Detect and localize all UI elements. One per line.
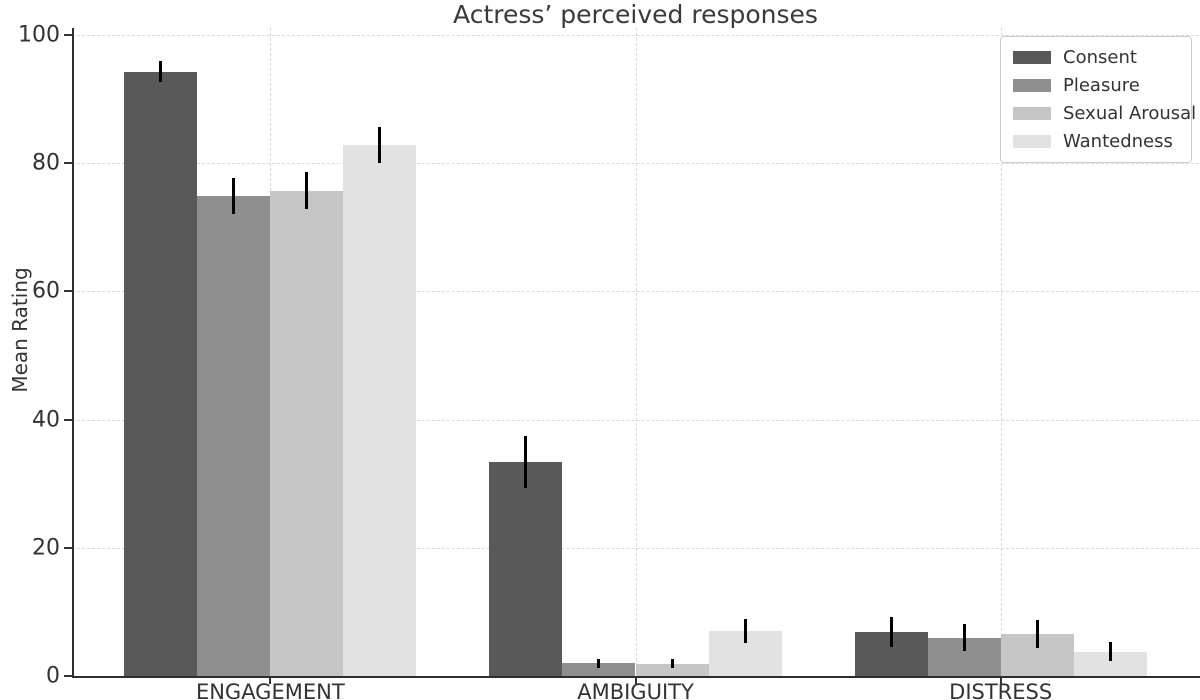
legend-label: Sexual Arousal <box>1063 103 1197 124</box>
error-bar-consent-ambiguity <box>524 435 528 489</box>
x-tick-mark <box>269 677 272 684</box>
y-tick-label: 100 <box>18 22 60 48</box>
y-tick-mark <box>64 418 72 421</box>
y-tick-label: 40 <box>32 407 60 433</box>
error-bar-pleasure-ambiguity <box>597 658 601 668</box>
legend-swatch-consent <box>1013 51 1051 64</box>
y-axis-spine <box>72 28 74 678</box>
x-tick-mark <box>999 677 1002 684</box>
error-bar-wantedness-ambiguity <box>743 618 747 644</box>
legend-item-sexual-arousal: Sexual Arousal <box>1013 103 1196 124</box>
error-bar-consent-distress <box>889 617 893 647</box>
x-category-label-ambiguity: AMBIGUITY <box>577 680 694 700</box>
x-gridline <box>1000 28 1002 676</box>
y-tick-mark <box>64 290 72 293</box>
y-tick-mark <box>64 675 72 677</box>
legend-swatch-sexual-arousal <box>1013 107 1051 120</box>
x-gridline <box>635 28 637 676</box>
y-tick-mark <box>64 34 72 36</box>
legend-swatch-pleasure <box>1013 79 1051 92</box>
legend-item-consent: Consent <box>1013 47 1179 68</box>
x-tick-mark <box>634 677 637 684</box>
error-bar-sexual-arousal-ambiguity <box>670 659 674 669</box>
error-bar-pleasure-distress <box>962 624 966 651</box>
legend-label: Pleasure <box>1063 75 1140 96</box>
legend-swatch-wantedness <box>1013 135 1051 148</box>
legend: Consent Pleasure Sexual Arousal Wantedness <box>1000 36 1196 163</box>
x-category-label-distress: DISTRESS <box>949 680 1053 700</box>
y-tick-mark <box>64 546 72 549</box>
legend-item-pleasure: Pleasure <box>1013 75 1179 96</box>
error-bar-sexual-arousal-engagement <box>305 172 309 210</box>
error-bar-consent-engagement <box>159 60 163 83</box>
y-tick-label: 80 <box>32 150 60 176</box>
error-bar-sexual-arousal-distress <box>1035 619 1039 648</box>
x-axis-spine <box>72 676 1200 678</box>
legend-label: Wantedness <box>1063 131 1173 152</box>
bar-pleasure-engagement <box>197 195 271 676</box>
bar-consent-ambiguity <box>489 461 563 676</box>
bar-sexual-arousal-engagement <box>270 190 344 676</box>
y-tick-label: 20 <box>32 535 60 561</box>
bar-sexual-arousal-ambiguity <box>635 663 709 676</box>
legend-label: Consent <box>1063 47 1137 68</box>
bar-wantedness-engagement <box>343 144 417 676</box>
bar-consent-engagement <box>124 71 198 676</box>
x-category-label-engagement: ENGAGEMENT <box>195 680 345 700</box>
y-tick-label: 60 <box>32 278 60 304</box>
error-bar-wantedness-engagement <box>378 126 382 163</box>
y-tick-mark <box>64 162 72 165</box>
error-bar-pleasure-engagement <box>232 177 236 214</box>
legend-item-wantedness: Wantedness <box>1013 131 1179 152</box>
error-bar-wantedness-distress <box>1108 642 1112 662</box>
bar-pleasure-ambiguity <box>562 663 636 676</box>
chart-title: Actress’ perceived responses <box>453 0 818 29</box>
y-tick-label: 0 <box>46 663 60 689</box>
